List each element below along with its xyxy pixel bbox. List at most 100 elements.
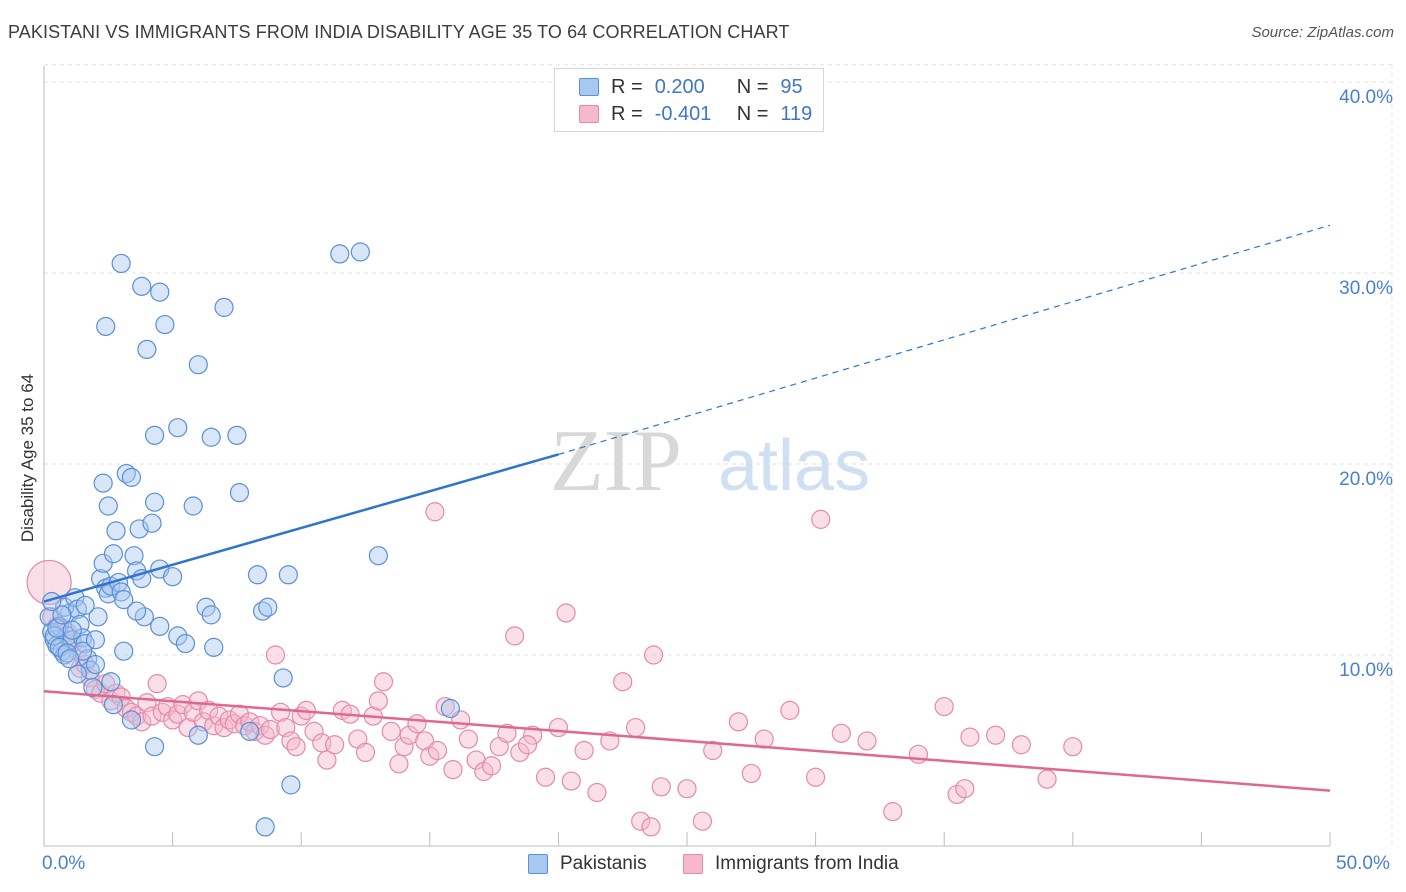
data-point: [85, 654, 106, 675]
data-point: [88, 607, 108, 627]
data-point: [52, 605, 72, 625]
india-legend-label: Immigrants from India: [715, 853, 899, 874]
data-point: [106, 521, 126, 541]
y-tick-label-30: 30.0%: [1339, 278, 1393, 299]
pakistanis-trend-line: [43, 453, 559, 603]
data-point: [163, 567, 183, 587]
watermark-atlas: atlas: [718, 426, 870, 506]
bottom-legend-pakistanis: Pakistanis: [528, 853, 647, 875]
data-point: [209, 706, 229, 726]
data-point: [247, 565, 268, 585]
data-point: [574, 740, 594, 761]
source-label: Source: ZipAtlas.com: [1251, 24, 1394, 41]
n-value-pakistanis: 95: [780, 75, 803, 98]
india-points: [26, 502, 1083, 837]
data-point: [510, 742, 530, 763]
data-point: [235, 716, 255, 736]
r-label: R =: [611, 102, 643, 125]
watermark: ZIP atlas: [550, 413, 870, 510]
data-point: [286, 737, 306, 757]
data-point: [188, 691, 208, 711]
data-point: [381, 721, 401, 742]
data-point: [350, 242, 370, 262]
y-tick-label-40: 40.0%: [1339, 87, 1393, 108]
data-point: [240, 721, 260, 742]
data-point: [75, 633, 95, 654]
data-point: [175, 633, 196, 654]
data-point: [947, 784, 967, 805]
data-point: [60, 649, 80, 669]
data-point: [523, 725, 543, 745]
data-point: [199, 700, 219, 720]
data-point: [278, 565, 298, 585]
data-point: [121, 710, 142, 730]
data-point: [142, 706, 162, 726]
data-point: [330, 244, 350, 264]
bottom-legend-india: Immigrants from India: [683, 853, 899, 875]
data-point: [325, 735, 345, 755]
india-swatch: [579, 105, 599, 123]
data-point: [420, 746, 440, 766]
data-point: [258, 597, 278, 617]
data-point: [152, 702, 172, 722]
data-point: [517, 735, 538, 755]
data-point: [643, 645, 664, 665]
data-point: [144, 737, 165, 757]
data-point: [373, 672, 394, 692]
pakistanis-legend-label: Pakistanis: [560, 853, 647, 874]
r-label: R =: [611, 75, 643, 98]
data-point: [805, 767, 826, 787]
data-point: [26, 559, 72, 606]
data-point: [481, 756, 502, 776]
data-point: [144, 492, 165, 512]
data-point: [955, 779, 975, 799]
data-point: [124, 546, 144, 566]
data-point: [114, 641, 134, 661]
data-point: [831, 723, 851, 743]
data-point: [273, 668, 293, 688]
data-point: [368, 691, 388, 711]
data-point: [83, 677, 103, 698]
data-point: [116, 463, 136, 484]
data-point: [101, 672, 121, 692]
data-point: [147, 674, 167, 694]
data-point: [98, 496, 118, 516]
data-point: [505, 626, 525, 646]
data-point: [440, 698, 460, 719]
legend-row-india: R = -0.401 N = 119: [579, 101, 812, 127]
data-point: [245, 721, 265, 742]
india-legend-swatch: [683, 854, 703, 874]
data-point: [168, 704, 188, 724]
data-point: [425, 502, 445, 522]
data-point: [587, 782, 607, 803]
legend-row-pakistanis: R = 0.200 N = 95: [579, 74, 803, 100]
data-point: [121, 702, 142, 722]
data-point: [304, 721, 324, 742]
data-point: [93, 553, 113, 573]
r-value-india: -0.401: [654, 102, 712, 125]
watermark-zip: ZIP: [550, 413, 682, 510]
data-point: [934, 696, 954, 717]
data-point: [255, 817, 275, 837]
data-point: [1063, 737, 1083, 757]
data-point: [908, 744, 929, 764]
data-point: [111, 582, 131, 602]
stats-legend: R = 0.200 N = 95 R = -0.401 N = 119: [554, 68, 824, 132]
india-trend-line: [43, 690, 1331, 792]
data-point: [317, 750, 337, 770]
data-point: [651, 777, 671, 797]
data-point: [132, 276, 152, 296]
data-point: [692, 811, 713, 831]
data-point: [728, 712, 749, 732]
x-tick-label-min: 0.0%: [42, 853, 86, 874]
pakistanis-trend-projection: [558, 224, 1331, 456]
data-point: [183, 496, 203, 516]
trend-lines: [43, 224, 1331, 792]
data-point: [204, 637, 224, 657]
data-point: [114, 590, 134, 610]
data-point: [214, 297, 234, 317]
data-point: [631, 811, 651, 831]
data-point: [227, 425, 247, 445]
y-tick-label-10: 10.0%: [1339, 660, 1393, 681]
data-point: [260, 719, 280, 740]
